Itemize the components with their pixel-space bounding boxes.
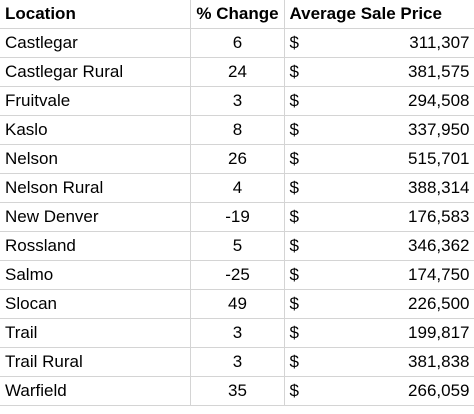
cell-price[interactable]: 381,575 <box>324 57 474 87</box>
cell-price[interactable]: 515,701 <box>324 144 474 174</box>
cell-change[interactable]: 24 <box>190 57 285 87</box>
cell-change[interactable]: -25 <box>190 260 285 290</box>
table-row: Nelson 26 $515,701 <box>0 144 474 174</box>
cell-location[interactable]: Castlegar Rural <box>0 57 191 87</box>
cell-currency[interactable]: $ <box>284 347 324 377</box>
table-row: Trail Rural 3 $381,838 <box>0 347 474 377</box>
cell-price[interactable]: 388,314 <box>324 173 474 203</box>
header-location[interactable]: Location <box>0 0 191 29</box>
cell-price[interactable]: 174,750 <box>324 260 474 290</box>
cell-currency[interactable]: $ <box>284 86 324 116</box>
cell-currency[interactable]: $ <box>284 202 324 232</box>
cell-price[interactable]: 226,500 <box>324 289 474 319</box>
cell-currency[interactable]: $ <box>284 289 324 319</box>
cell-change[interactable]: 3 <box>190 318 285 348</box>
cell-location[interactable]: Kaslo <box>0 115 191 145</box>
cell-price[interactable]: 199,817 <box>324 318 474 348</box>
cell-location[interactable]: Fruitvale <box>0 86 191 116</box>
cell-change[interactable]: 3 <box>190 86 285 116</box>
cell-change[interactable]: 49 <box>190 289 285 319</box>
cell-location[interactable]: Castlegar <box>0 28 191 58</box>
table-row: Fruitvale 3 $294,508 <box>0 86 474 116</box>
cell-location[interactable]: Trail Rural <box>0 347 191 377</box>
cell-location[interactable]: Trail <box>0 318 191 348</box>
cell-location[interactable]: New Denver <box>0 202 191 232</box>
table-row: Slocan 49 $226,500 <box>0 289 474 319</box>
cell-change[interactable]: 3 <box>190 347 285 377</box>
header-change[interactable]: % Change <box>190 0 285 29</box>
cell-location[interactable]: Slocan <box>0 289 191 319</box>
cell-location[interactable]: Rossland <box>0 231 191 261</box>
header-price[interactable]: Average Sale Price <box>284 0 474 29</box>
table-row: Castlegar 6 $311,307 <box>0 28 474 58</box>
cell-price[interactable]: 346,362 <box>324 231 474 261</box>
cell-currency[interactable]: $ <box>284 260 324 290</box>
cell-currency[interactable]: $ <box>284 318 324 348</box>
cell-currency[interactable]: $ <box>284 28 324 58</box>
cell-currency[interactable]: $ <box>284 144 324 174</box>
cell-change[interactable]: 6 <box>190 28 285 58</box>
table-row: Salmo -25 $174,750 <box>0 260 474 290</box>
cell-change[interactable]: 4 <box>190 173 285 203</box>
table-row: Trail 3 $199,817 <box>0 318 474 348</box>
cell-change[interactable]: 8 <box>190 115 285 145</box>
table-row: Kaslo 8 $337,950 <box>0 115 474 145</box>
cell-price[interactable]: 176,583 <box>324 202 474 232</box>
cell-change[interactable]: -19 <box>190 202 285 232</box>
cell-currency[interactable]: $ <box>284 376 324 406</box>
cell-price[interactable]: 294,508 <box>324 86 474 116</box>
cell-currency[interactable]: $ <box>284 173 324 203</box>
cell-location[interactable]: Salmo <box>0 260 191 290</box>
cell-price[interactable]: 266,059 <box>324 376 474 406</box>
table-row: Warfield 35 $266,059 <box>0 376 474 406</box>
table-row: Nelson Rural 4 $388,314 <box>0 173 474 203</box>
table-row: Castlegar Rural 24 $381,575 <box>0 57 474 87</box>
cell-location[interactable]: Nelson Rural <box>0 173 191 203</box>
table-row: New Denver -19 $176,583 <box>0 202 474 232</box>
cell-change[interactable]: 5 <box>190 231 285 261</box>
cell-currency[interactable]: $ <box>284 115 324 145</box>
cell-price[interactable]: 311,307 <box>324 28 474 58</box>
cell-currency[interactable]: $ <box>284 231 324 261</box>
cell-location[interactable]: Warfield <box>0 376 191 406</box>
cell-location[interactable]: Nelson <box>0 144 191 174</box>
cell-currency[interactable]: $ <box>284 57 324 87</box>
cell-change[interactable]: 35 <box>190 376 285 406</box>
cell-price[interactable]: 337,950 <box>324 115 474 145</box>
cell-change[interactable]: 26 <box>190 144 285 174</box>
table-row: Rossland 5 $346,362 <box>0 231 474 261</box>
header-row: Location % Change Average Sale Price <box>0 0 474 29</box>
cell-price[interactable]: 381,838 <box>324 347 474 377</box>
